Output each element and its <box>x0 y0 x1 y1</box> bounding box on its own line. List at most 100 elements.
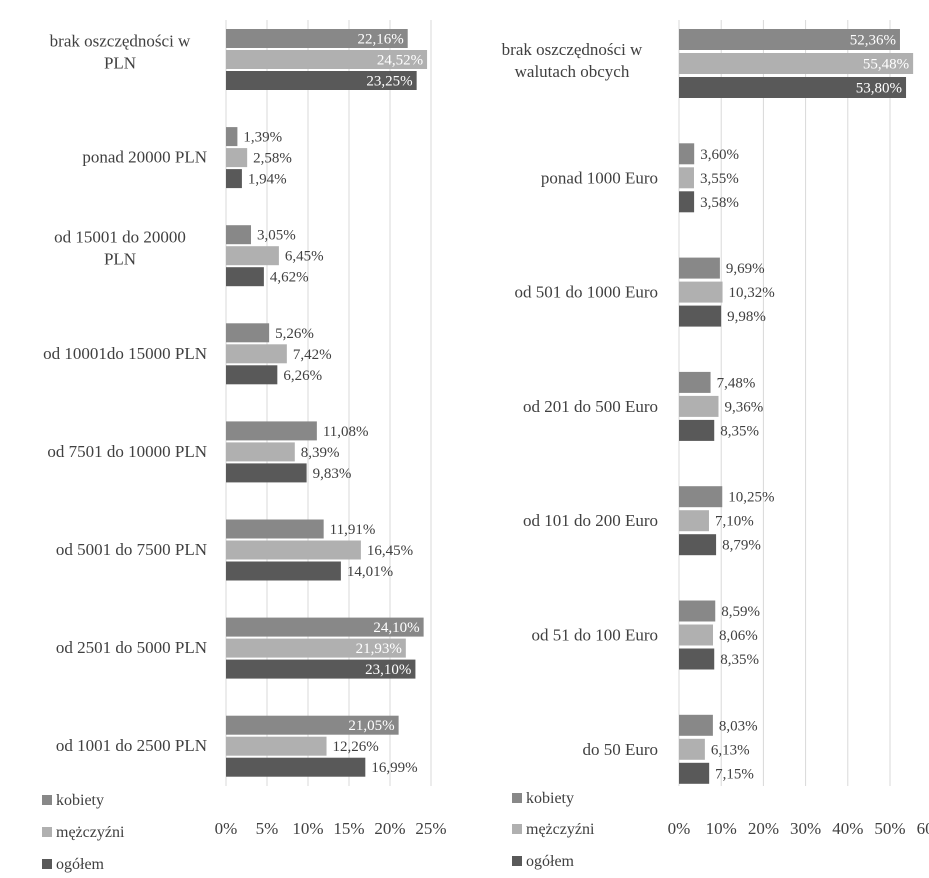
x-tick-label: 50% <box>874 819 905 838</box>
data-label: 3,58% <box>700 195 739 211</box>
data-label: 9,83% <box>313 466 352 482</box>
bar-mężczyźni <box>226 638 406 658</box>
data-label: 8,59% <box>721 604 760 620</box>
legend-label: kobiety <box>56 792 104 809</box>
bar-ogółem <box>679 419 715 441</box>
category-label: brak oszczędności w PLN <box>50 32 191 73</box>
data-label: 16,99% <box>371 760 417 776</box>
data-label: 24,52% <box>377 53 423 69</box>
data-label: 7,48% <box>717 375 756 391</box>
bar-kobiety <box>679 29 900 50</box>
bar-mężczyźni <box>226 540 361 560</box>
bar-kobiety <box>226 715 399 735</box>
bar-ogółem <box>226 659 416 679</box>
bar-ogółem <box>679 762 710 784</box>
category-label: od 5001 do 7500 PLN <box>56 540 207 559</box>
data-label: 6,45% <box>285 249 324 265</box>
bar-kobiety <box>679 143 695 165</box>
legend-label: kobiety <box>526 790 574 807</box>
bar-kobiety <box>226 225 252 245</box>
x-tick-label: 5% <box>256 819 279 838</box>
bar-ogółem <box>679 648 715 670</box>
x-tick-label: 20% <box>748 819 779 838</box>
data-label: 16,45% <box>367 543 413 559</box>
bar-mężczyźni <box>226 736 327 756</box>
legend-label: ogółem <box>56 856 105 873</box>
data-label: 3,60% <box>700 147 739 163</box>
bar-ogółem <box>679 191 695 213</box>
data-label: 8,35% <box>720 652 759 668</box>
data-label: 1,94% <box>248 172 287 188</box>
bar-mężczyźni <box>226 246 279 266</box>
data-label: 7,15% <box>715 766 754 782</box>
data-label: 10,32% <box>729 285 775 301</box>
data-label: 7,42% <box>293 347 332 363</box>
data-label: 3,55% <box>700 171 739 187</box>
x-tick-label: 30% <box>790 819 821 838</box>
category-label: od 10001do 15000 PLN <box>43 344 207 363</box>
bar-mężczyźni <box>679 395 719 417</box>
bar-ogółem <box>226 267 264 287</box>
bar-kobiety <box>226 421 317 441</box>
legend-swatch <box>512 856 522 866</box>
category-label: od 2501 do 5000 PLN <box>56 638 207 657</box>
bar-mężczyźni <box>226 148 248 168</box>
bar-kobiety <box>679 257 720 279</box>
bar-ogółem <box>679 534 717 556</box>
category-label: brak oszczędności w walutach obcych <box>502 40 643 81</box>
bar-mężczyźni <box>679 510 709 532</box>
legend-label: ogółem <box>526 853 575 870</box>
bar-ogółem <box>226 71 417 90</box>
legend-swatch <box>512 824 522 834</box>
data-label: 21,05% <box>348 718 394 734</box>
chart-2: 0% 10% 20% 30% 40% 50% 60% 52,36% 55,48% 53,80% br… <box>502 20 929 870</box>
data-label: 24,10% <box>373 620 419 636</box>
data-label: 8,79% <box>722 538 761 554</box>
bar-mężczyźni <box>226 344 287 364</box>
data-label: 11,91% <box>330 522 376 538</box>
x-tick-label: 60% <box>917 819 929 838</box>
bar-ogółem <box>226 169 242 189</box>
data-label: 14,01% <box>347 564 393 580</box>
data-label: 53,80% <box>856 81 902 97</box>
x-tick-label: 15% <box>333 819 364 838</box>
x-tick-label: 0% <box>215 819 238 838</box>
x-tick-label: 0% <box>668 819 691 838</box>
bar-kobiety <box>226 127 238 147</box>
bar-kobiety <box>226 519 324 539</box>
bar-mężczyźni <box>679 53 914 74</box>
chart-1: 0% 5% 10% 15% 20% 25% 22,16% 24,52% 23,25% brak o… <box>42 20 447 873</box>
data-label: 1,39% <box>243 130 282 146</box>
data-label: 23,10% <box>365 662 411 678</box>
bar-mężczyźni <box>679 281 723 303</box>
category-label: od 7501 do 10000 PLN <box>47 442 207 461</box>
data-label: 8,06% <box>719 628 758 644</box>
category-label: do 50 Euro <box>582 740 658 759</box>
legend-swatch <box>42 827 52 837</box>
x-tick-label: 20% <box>374 819 405 838</box>
data-label: 7,10% <box>715 514 754 530</box>
data-label: 9,98% <box>727 309 766 325</box>
x-tick-label: 40% <box>832 819 863 838</box>
data-label: 2,58% <box>253 151 292 167</box>
data-label: 23,25% <box>366 74 412 90</box>
category-label: od 1001 do 2500 PLN <box>56 736 207 755</box>
category-label: od 51 do 100 Euro <box>531 626 658 645</box>
bar-kobiety <box>679 714 713 736</box>
category-label: ponad 1000 Euro <box>541 168 658 187</box>
bar-ogółem <box>679 77 907 98</box>
category-label: od 201 do 500 Euro <box>523 397 658 416</box>
bar-ogółem <box>226 365 278 385</box>
data-label: 10,25% <box>728 490 774 506</box>
legend-swatch <box>42 795 52 805</box>
bar-mężczyźni <box>226 442 295 462</box>
bar-kobiety <box>226 29 408 48</box>
bar-ogółem <box>226 463 307 483</box>
data-label: 12,26% <box>333 739 379 755</box>
data-label: 22,16% <box>357 32 403 48</box>
legend-label: mężczyźni <box>526 821 595 838</box>
legend-swatch <box>512 793 522 803</box>
x-tick-label: 10% <box>706 819 737 838</box>
bar-mężczyźni <box>679 167 694 189</box>
bar-kobiety <box>679 486 723 508</box>
